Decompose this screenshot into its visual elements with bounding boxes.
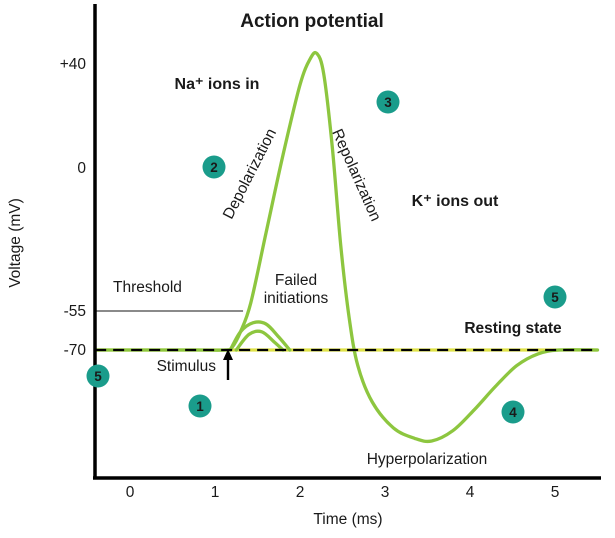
step-marker-circle <box>86 364 110 388</box>
step-marker-1-0: 1 <box>188 394 212 418</box>
x-axis-title: Time (ms) <box>313 511 382 528</box>
threshold-label: Threshold <box>113 279 182 296</box>
failed-initiation-2 <box>234 329 285 352</box>
step-marker-number: 5 <box>94 369 102 384</box>
step-markers-layer: 1 2 3 4 5 5 <box>86 90 567 424</box>
step-marker-number: 2 <box>210 160 218 175</box>
step-marker-circle <box>202 155 226 179</box>
step-marker-2-1: 2 <box>202 155 226 179</box>
stimulus-label: Stimulus <box>157 358 217 375</box>
axes-layer <box>93 4 601 480</box>
step-marker-circle <box>188 394 212 418</box>
na-ions-label: Na⁺ ions in <box>175 76 260 93</box>
chart-title: Action potential <box>240 11 384 32</box>
step-marker-number: 5 <box>551 290 559 305</box>
y-tick--70: -70 <box>64 342 87 359</box>
y-tick-+40: +40 <box>60 56 87 73</box>
step-marker-circle <box>543 285 567 309</box>
resting-state-label: Resting state <box>464 320 562 337</box>
step-marker-number: 4 <box>509 405 517 420</box>
step-marker-number: 1 <box>196 399 204 414</box>
step-marker-4-3: 4 <box>501 400 525 424</box>
step-marker-circle <box>376 90 400 114</box>
step-marker-3-2: 3 <box>376 90 400 114</box>
tick-labels-layer: +40 0 -55 -70 0 1 2 3 4 5 <box>60 56 560 501</box>
y-tick-0: 0 <box>77 160 86 177</box>
series-layer <box>93 50 600 444</box>
step-marker-5-5: 5 <box>86 364 110 388</box>
x-tick-2: 2 <box>296 484 305 501</box>
hyperpolarization-label: Hyperpolarization <box>367 451 488 468</box>
stimulus-arrow-head <box>223 349 233 360</box>
action-potential-trace <box>93 50 600 444</box>
step-marker-5-4: 5 <box>543 285 567 309</box>
step-marker-number: 3 <box>384 95 392 110</box>
failed-initiations-label: Failed initiations <box>264 272 329 307</box>
x-tick-3: 3 <box>381 484 390 501</box>
k-ions-label: K⁺ ions out <box>412 193 499 210</box>
x-tick-5: 5 <box>551 484 560 501</box>
x-tick-0: 0 <box>126 484 135 501</box>
y-tick--55: -55 <box>64 303 86 320</box>
failed-initiation-1 <box>228 320 292 352</box>
x-tick-4: 4 <box>466 484 475 501</box>
x-tick-1: 1 <box>211 484 220 501</box>
step-marker-circle <box>501 400 525 424</box>
y-axis-title: Voltage (mV) <box>7 198 24 288</box>
